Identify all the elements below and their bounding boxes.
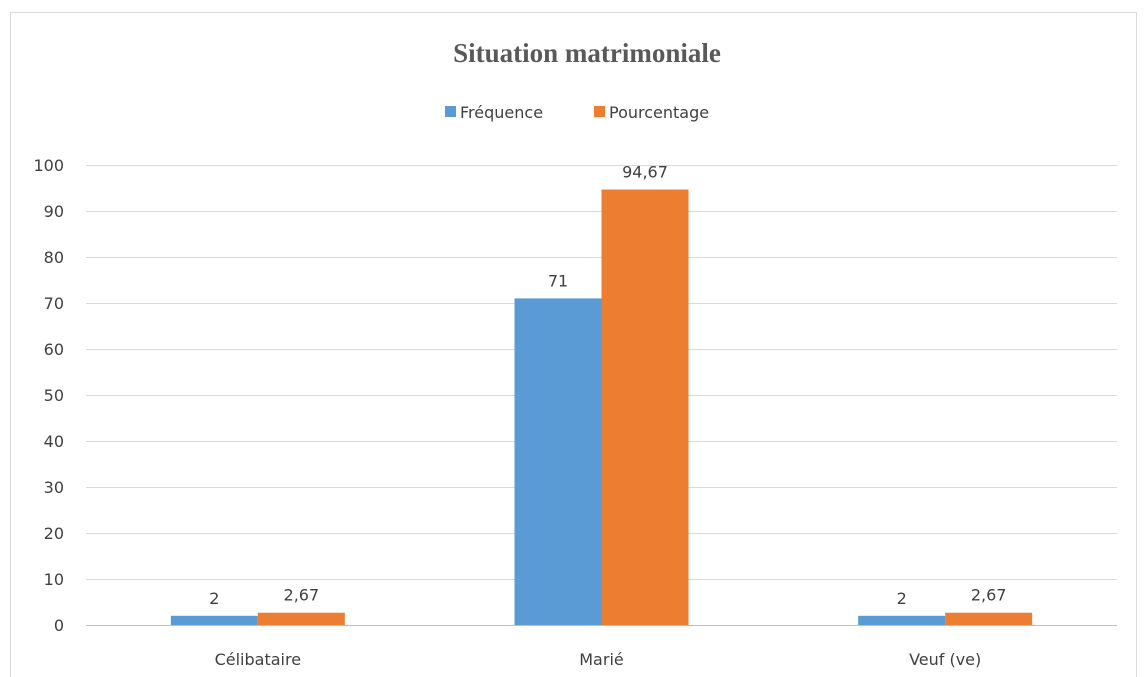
y-tick-label: 30	[44, 478, 64, 497]
x-category-label: Célibataire	[215, 650, 301, 669]
y-tick-label: 60	[44, 340, 64, 359]
bar-pourcentage	[945, 612, 1033, 625]
y-tick-label: 80	[44, 248, 64, 267]
chart-title: Situation matrimoniale	[453, 38, 721, 68]
bars	[170, 189, 1033, 625]
bar-frequence	[858, 615, 946, 625]
y-tick-label: 70	[44, 294, 64, 313]
data-label: 2	[897, 589, 907, 608]
y-tick-label: 40	[44, 432, 64, 451]
chart-border	[10, 12, 1137, 677]
x-axis-category-labels: Célibataire Marié Veuf (ve)	[215, 650, 982, 669]
data-label: 71	[548, 271, 568, 290]
legend-swatch	[445, 106, 456, 117]
x-category-label: Veuf (ve)	[909, 650, 981, 669]
bar-pourcentage	[601, 189, 689, 625]
bar-frequence	[170, 615, 258, 625]
data-label: 2,67	[284, 586, 320, 605]
y-tick-label: 100	[33, 156, 64, 175]
bar-pourcentage	[257, 612, 345, 625]
legend-label: Pourcentage	[609, 103, 709, 122]
y-tick-label: 20	[44, 524, 64, 543]
y-tick-label: 10	[44, 570, 64, 589]
data-labels: 2 2,67 71 94,67 2 2,67	[209, 163, 1006, 608]
data-label: 2	[209, 589, 219, 608]
bar-frequence	[514, 298, 602, 625]
data-label: 94,67	[622, 163, 668, 182]
y-tick-label: 0	[54, 616, 64, 635]
legend-label: Fréquence	[460, 103, 543, 122]
y-axis-tick-labels: 0 10 20 30 40 50 60 70 80 90 100	[33, 156, 64, 635]
y-tick-label: 90	[44, 202, 64, 221]
legend-swatch	[594, 106, 605, 117]
legend: Fréquence Pourcentage	[445, 103, 709, 122]
data-label: 2,67	[971, 586, 1007, 605]
x-category-label: Marié	[579, 650, 623, 669]
y-tick-label: 50	[44, 386, 64, 405]
